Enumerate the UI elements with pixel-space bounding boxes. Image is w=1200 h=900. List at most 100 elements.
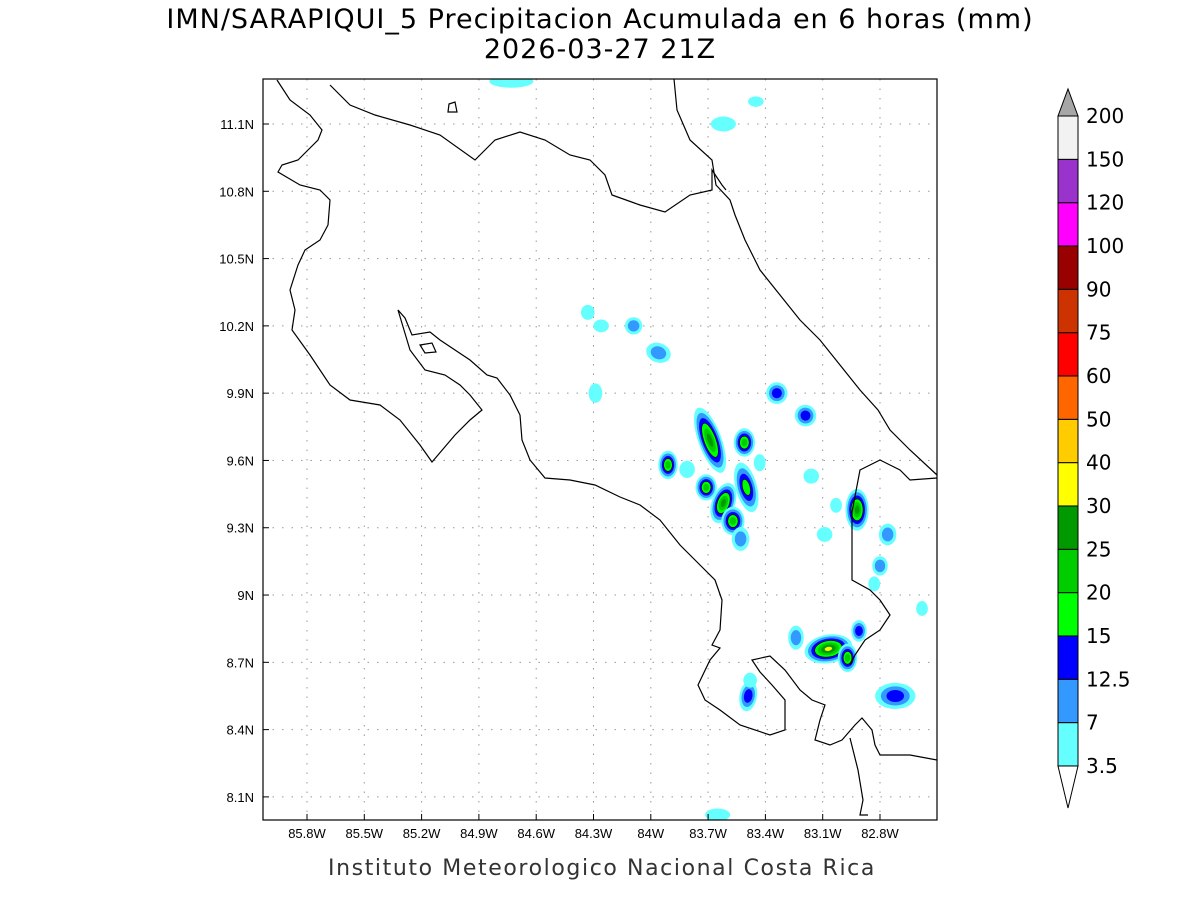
colorbar-below-triangle <box>1057 765 1079 809</box>
rain-cell <box>788 625 804 650</box>
rain-cell <box>489 79 534 88</box>
colorbar-label: 90 <box>1086 277 1111 301</box>
colorbar-label: 12.5 <box>1086 667 1131 691</box>
y-tick-label: 10.2N <box>219 319 254 334</box>
rain-contour-level-0 <box>748 96 764 107</box>
rain-cell <box>816 526 833 542</box>
colorbar-label: 30 <box>1086 494 1111 518</box>
rain-contour-level-0 <box>803 468 820 484</box>
rain-contour-level-2 <box>771 388 782 399</box>
rain-contour-level-4 <box>729 517 737 525</box>
rain-contour-level-5 <box>706 433 714 447</box>
rain-contour-level-0 <box>489 79 534 88</box>
rain-contour-level-4 <box>844 654 851 662</box>
rain-contour-level-5 <box>854 505 860 514</box>
y-tick-label: 11.1N <box>220 117 254 132</box>
rain-contour-level-0 <box>710 116 736 132</box>
rain-cell <box>868 576 881 592</box>
y-tick-label: 8.7N <box>227 655 254 670</box>
rain-cell <box>580 304 595 320</box>
rain-cell <box>753 454 766 472</box>
rain-cell <box>830 497 842 513</box>
x-tick-label: 85.8W <box>288 826 326 841</box>
x-tick-label: 83.1W <box>804 826 842 841</box>
map-subtitle: 2026-03-27 21Z <box>483 34 717 65</box>
colorbar-label: 200 <box>1086 104 1124 128</box>
rain-contour-level-0 <box>588 383 603 403</box>
coastlines <box>276 79 937 816</box>
colorbar-label: 40 <box>1086 451 1111 475</box>
colorbar-box <box>1057 288 1079 334</box>
rain-contour-level-1 <box>874 559 886 573</box>
colorbar: 3.5 7 12.5 15 20 25 30 40 50 60 75 90 100 120 150 200 <box>1057 87 1131 809</box>
rain-cell <box>794 404 817 427</box>
colorbar-label: 3.5 <box>1086 754 1118 778</box>
y-tick-label: 9.3N <box>227 521 254 536</box>
y-tick-label: 8.4N <box>227 723 254 738</box>
rain-cell <box>845 488 869 531</box>
rain-contour-level-2 <box>743 689 753 703</box>
rain-cell <box>624 317 643 335</box>
rain-cell <box>733 428 756 457</box>
y-tick-label: 9.9N <box>227 386 254 401</box>
rain-contour-level-1 <box>881 527 894 542</box>
rain-cell <box>731 526 750 551</box>
colorbar-label: 100 <box>1086 234 1124 258</box>
rain-contour-level-0 <box>916 601 928 616</box>
rain-contour-level-0 <box>705 808 731 820</box>
colorbar-above-triangle <box>1057 87 1079 117</box>
colorbar-box <box>1057 722 1079 767</box>
axis-ticks: 85.8W 85.5W 85.2W 84.9W 84.6W 84.3W 84W 83.7W 83… <box>219 117 899 841</box>
rain-cell <box>851 620 867 642</box>
rain-contour-level-0 <box>593 319 609 333</box>
x-tick-label: 85.5W <box>346 826 384 841</box>
rain-contour-level-1 <box>627 320 640 332</box>
x-tick-label: 85.2W <box>403 826 441 841</box>
colorbar-label: 7 <box>1086 711 1099 735</box>
colorbar-label: 20 <box>1086 581 1111 605</box>
rain-cell <box>710 116 736 132</box>
colorbar-label: 15 <box>1086 624 1111 648</box>
map-title: IMN/SARAPIQUI_5 Precipitacion Acumulada … <box>166 4 1034 35</box>
rain-cell <box>658 450 678 480</box>
colorbar-label: 75 <box>1086 321 1111 345</box>
nicaragua-border <box>329 84 727 213</box>
x-tick-label: 84W <box>637 826 664 841</box>
colorbar-label: 25 <box>1086 537 1111 561</box>
lake-island <box>419 342 437 354</box>
y-tick-label: 10.5N <box>219 252 254 267</box>
rain-cell <box>646 342 671 363</box>
rain-contour-level-1 <box>734 531 747 547</box>
plot-frame <box>262 78 938 821</box>
x-tick-label: 82.8W <box>861 826 899 841</box>
rain-contour-level-0 <box>816 526 833 542</box>
y-tick-label: 9N <box>237 588 254 603</box>
colorbar-box <box>1057 592 1079 637</box>
y-tick-label: 10.8N <box>219 184 254 199</box>
colorbar-box <box>1057 332 1079 377</box>
rain-cell <box>837 643 858 673</box>
rain-contour-level-4 <box>703 483 710 491</box>
rain-contour-level-0 <box>679 460 695 479</box>
colorbar-box <box>1057 462 1079 507</box>
colorbar-box <box>1057 202 1079 247</box>
rain-contour-level-0 <box>753 454 766 472</box>
burica-border <box>849 737 868 816</box>
rain-cell <box>695 474 717 501</box>
precipitation-cells <box>489 79 928 820</box>
footer-credit: Instituto Meteorologico Nacional Costa R… <box>328 856 876 881</box>
rain-contour-level-0 <box>580 304 595 320</box>
rain-contour-level-3 <box>741 479 751 496</box>
colorbar-box <box>1057 158 1079 204</box>
x-tick-label: 83.4W <box>747 826 785 841</box>
pacific-coastline <box>276 79 937 761</box>
colorbar-box <box>1057 115 1079 160</box>
rain-contour-level-0 <box>868 576 881 592</box>
x-tick-label: 83.7W <box>689 826 727 841</box>
colorbar-box <box>1057 245 1079 290</box>
rain-cell <box>593 319 609 333</box>
rain-contour-level-2 <box>886 689 905 702</box>
colorbar-box <box>1057 505 1079 550</box>
rain-cell <box>916 601 928 616</box>
